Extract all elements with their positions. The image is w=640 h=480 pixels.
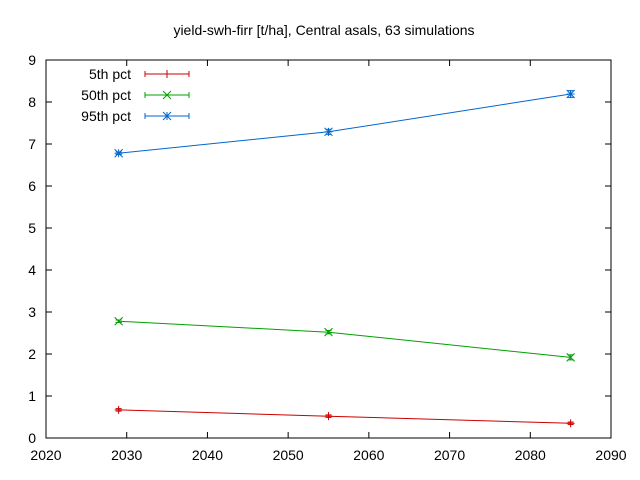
data-point — [114, 316, 123, 326]
series-line — [118, 409, 571, 424]
y-tick-label: 3 — [28, 304, 36, 320]
legend-entry: 5th pct — [89, 66, 190, 82]
series-line — [118, 93, 571, 154]
data-point — [566, 89, 575, 99]
legend-entry: 95th pct — [81, 108, 190, 124]
x-tick-label: 2030 — [111, 447, 142, 463]
y-tick-label: 4 — [28, 262, 36, 278]
data-point — [566, 353, 575, 362]
y-tick-label: 8 — [28, 94, 36, 110]
data-point — [324, 412, 333, 421]
data-point — [324, 127, 333, 137]
legend-label: 50th pct — [81, 87, 131, 103]
series-95th-pct — [114, 89, 575, 158]
series-line — [118, 320, 571, 358]
legend-marker — [163, 70, 171, 78]
y-tick-label: 5 — [28, 220, 36, 236]
x-tick-label: 2050 — [273, 447, 304, 463]
y-tick-label: 2 — [28, 346, 36, 362]
y-tick-label: 1 — [28, 388, 36, 404]
chart-title: yield-swh-firr [t/ha], Central asals, 63… — [173, 22, 474, 38]
data-point — [114, 148, 123, 158]
x-tick-label: 2090 — [595, 447, 626, 463]
y-tick-label: 0 — [28, 430, 36, 446]
legend: 5th pct 50th pct 95th pct — [81, 66, 190, 124]
legend-label: 5th pct — [89, 66, 131, 82]
legend-marker — [162, 90, 172, 100]
x-tick-label: 2060 — [353, 447, 384, 463]
legend-marker — [162, 111, 172, 121]
y-tick-label: 6 — [28, 178, 36, 194]
legend-entry: 50th pct — [81, 87, 190, 103]
data-point — [324, 327, 333, 337]
series-5th-pct — [114, 405, 575, 428]
legend-label: 95th pct — [81, 108, 131, 124]
data-point — [114, 405, 123, 414]
data-point — [566, 419, 575, 428]
x-tick-label: 2070 — [434, 447, 465, 463]
x-tick-label: 2080 — [515, 447, 546, 463]
y-tick-label: 9 — [28, 52, 36, 68]
series-50th-pct — [114, 316, 575, 362]
series-layer — [114, 89, 575, 428]
plot-frame — [45, 59, 612, 439]
y-tick-label: 7 — [28, 136, 36, 152]
x-tick-label: 2040 — [192, 447, 223, 463]
axis-ticks: 2020 2030 2040 2050 2060 2070 2080 2090 0 1 2 3 4 5 6 7… — [28, 52, 627, 463]
x-tick-label: 2020 — [30, 447, 61, 463]
